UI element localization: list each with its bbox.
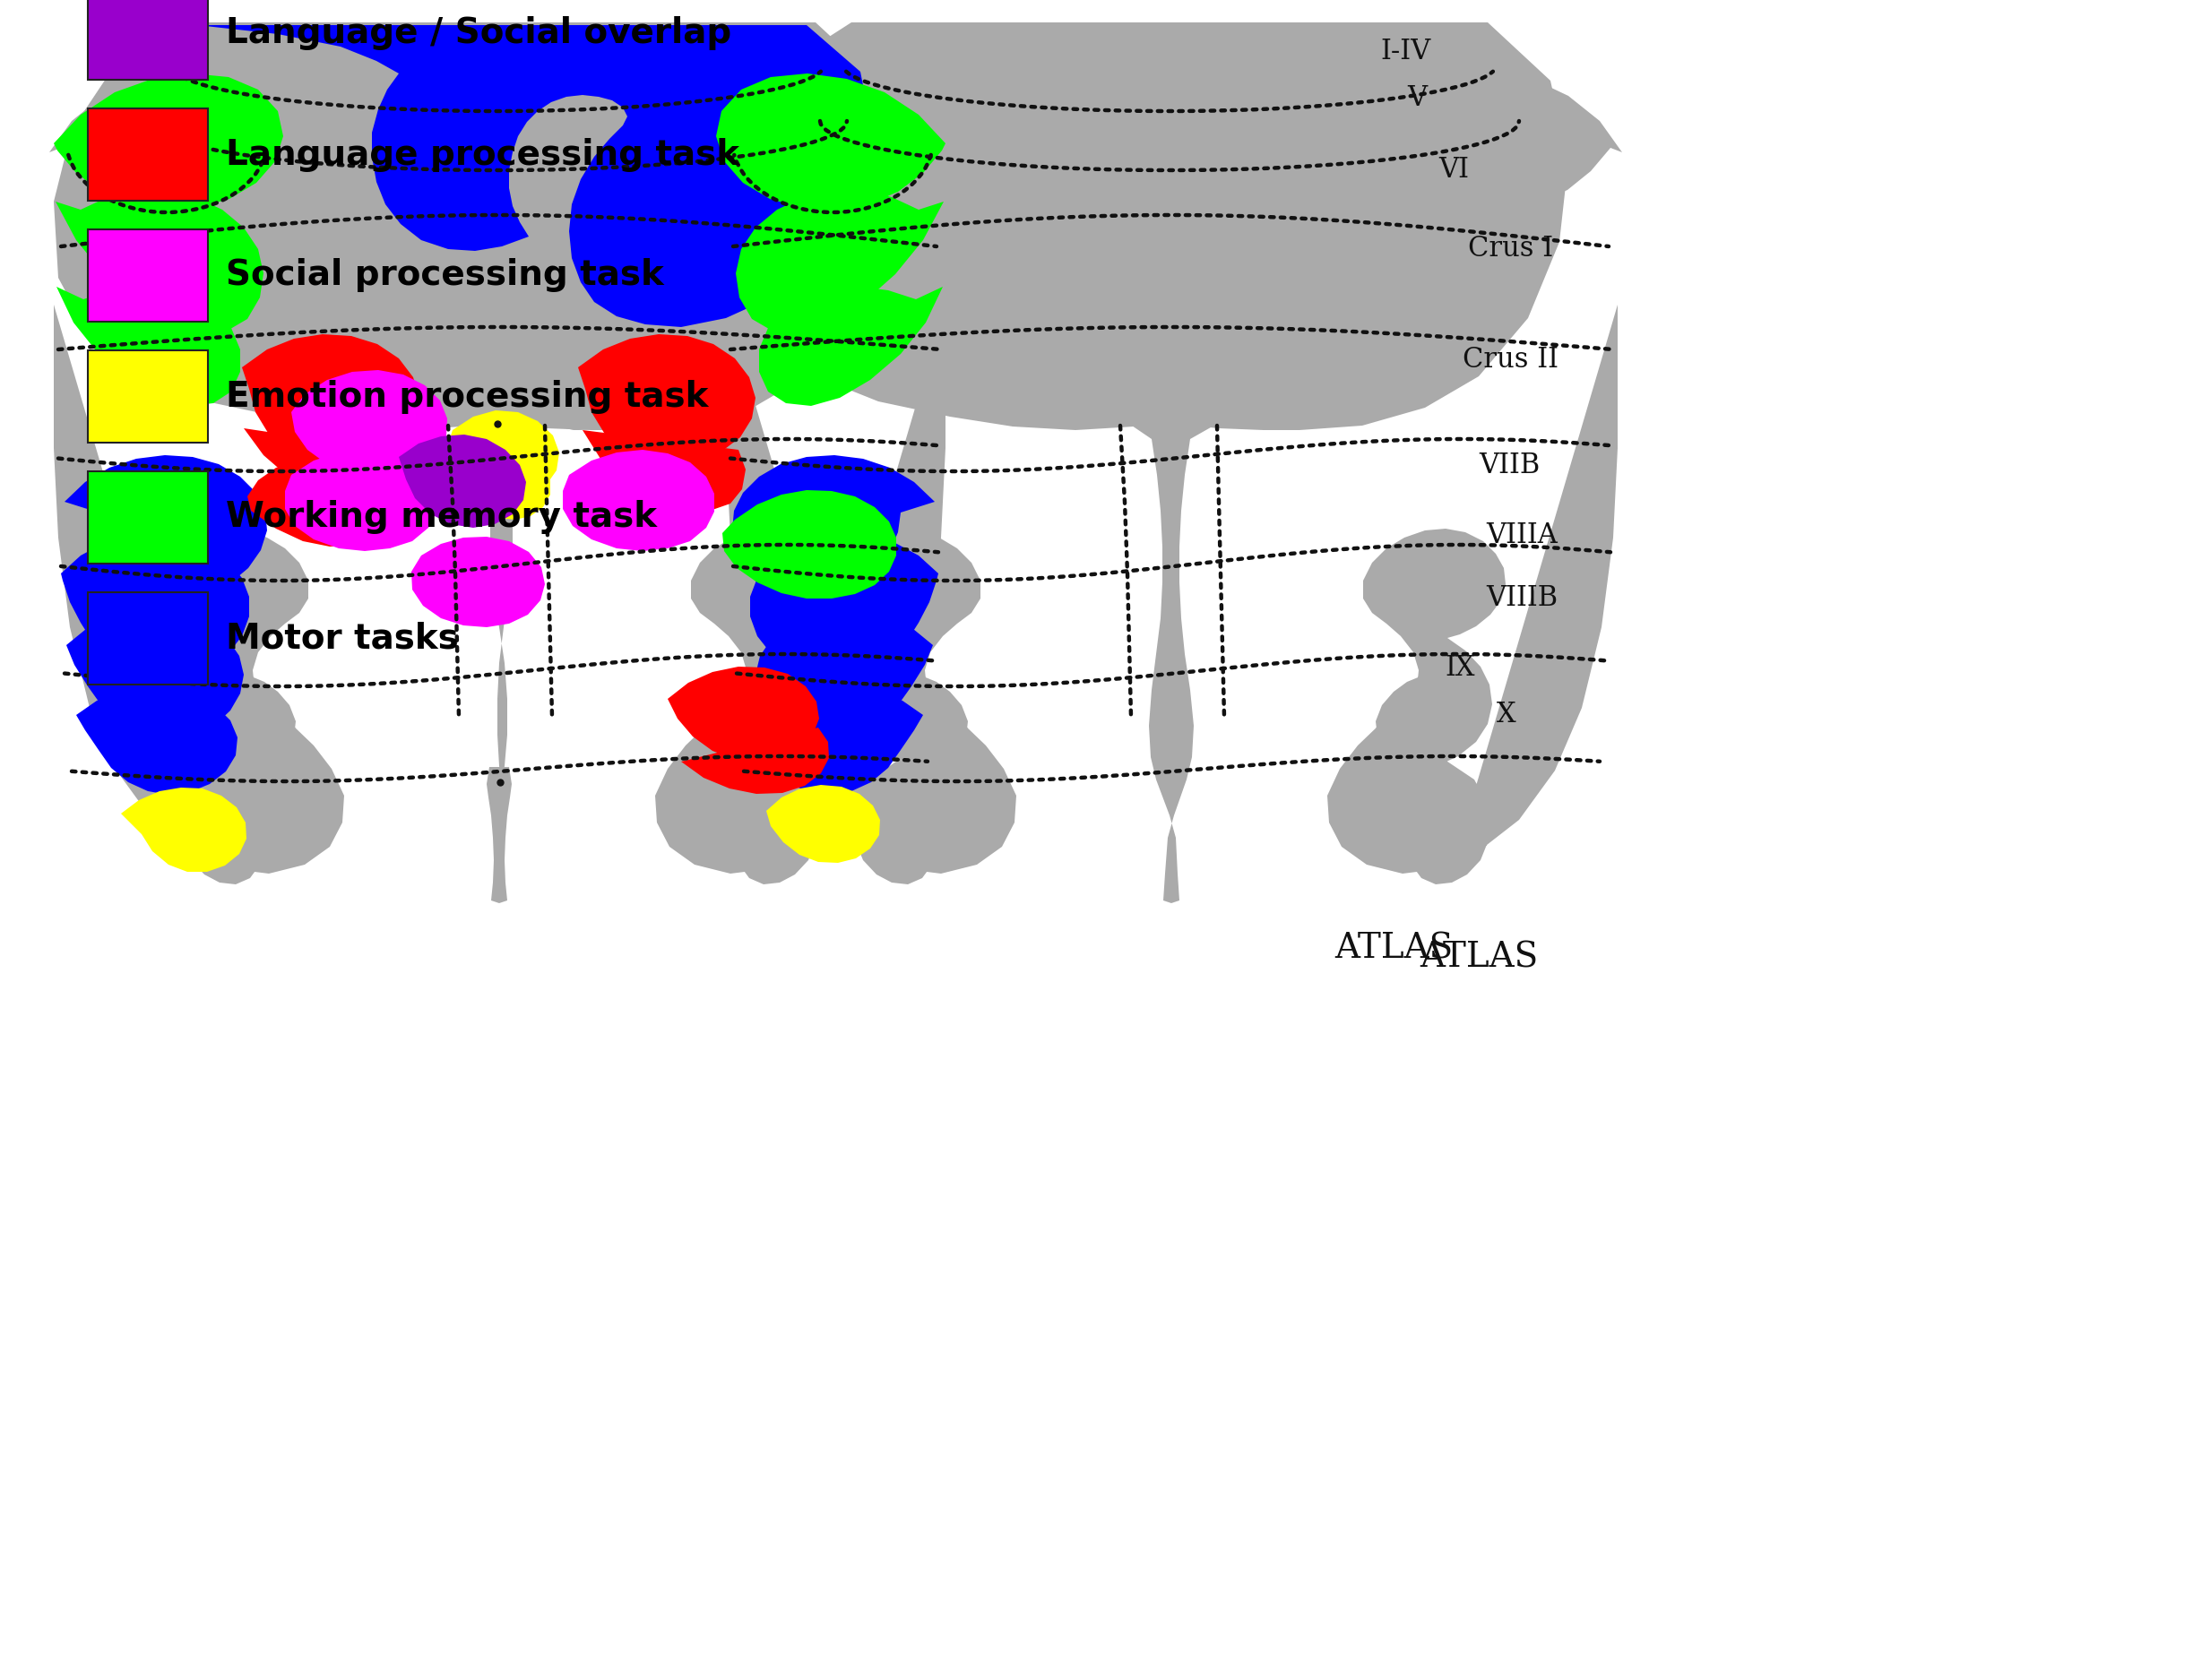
Polygon shape <box>66 610 243 739</box>
Text: VI: VI <box>1439 156 1469 185</box>
Text: Crus II: Crus II <box>1463 346 1559 375</box>
Polygon shape <box>55 22 897 430</box>
Polygon shape <box>77 687 237 795</box>
Polygon shape <box>765 785 879 864</box>
Polygon shape <box>57 287 241 407</box>
Text: Motor tasks: Motor tasks <box>226 622 458 655</box>
Polygon shape <box>180 25 873 328</box>
Polygon shape <box>248 459 395 546</box>
Polygon shape <box>64 455 268 598</box>
Polygon shape <box>726 22 1568 430</box>
Polygon shape <box>88 108 208 200</box>
Polygon shape <box>564 450 715 551</box>
Polygon shape <box>1399 72 1623 208</box>
Polygon shape <box>1129 423 1217 904</box>
Text: Crus I: Crus I <box>1467 235 1553 264</box>
Polygon shape <box>750 534 939 679</box>
Polygon shape <box>285 450 436 551</box>
Polygon shape <box>487 768 511 904</box>
Polygon shape <box>445 410 559 501</box>
Polygon shape <box>88 228 208 323</box>
Polygon shape <box>55 74 283 210</box>
Polygon shape <box>121 788 246 872</box>
Polygon shape <box>456 423 592 815</box>
Text: V: V <box>1408 84 1428 113</box>
Polygon shape <box>489 25 529 60</box>
Text: Social processing task: Social processing task <box>226 259 664 292</box>
Polygon shape <box>717 74 945 210</box>
Text: I-IV: I-IV <box>1379 39 1430 66</box>
Text: Emotion processing task: Emotion processing task <box>226 380 708 413</box>
Polygon shape <box>55 304 344 884</box>
Polygon shape <box>726 304 1015 884</box>
Text: X: X <box>1496 701 1515 729</box>
Polygon shape <box>721 491 897 598</box>
Text: Language processing task: Language processing task <box>226 138 739 171</box>
Polygon shape <box>759 287 943 407</box>
Polygon shape <box>88 470 208 564</box>
Polygon shape <box>757 610 932 739</box>
Polygon shape <box>88 0 208 79</box>
Polygon shape <box>1327 304 1618 884</box>
Polygon shape <box>55 190 263 333</box>
Polygon shape <box>721 72 945 208</box>
Polygon shape <box>583 430 746 511</box>
Polygon shape <box>292 370 447 477</box>
Polygon shape <box>737 190 943 333</box>
Text: IX: IX <box>1445 654 1474 682</box>
Polygon shape <box>412 536 544 627</box>
Text: Working memory task: Working memory task <box>226 501 658 534</box>
Polygon shape <box>732 455 934 598</box>
Text: Language / Social overlap: Language / Social overlap <box>226 17 732 50</box>
Polygon shape <box>682 727 829 795</box>
Polygon shape <box>656 304 945 884</box>
Text: VIIIA: VIIIA <box>1487 522 1557 549</box>
Polygon shape <box>461 465 550 519</box>
Polygon shape <box>726 72 950 208</box>
Polygon shape <box>761 687 923 795</box>
Polygon shape <box>667 667 820 761</box>
Polygon shape <box>88 591 208 685</box>
Polygon shape <box>579 334 757 464</box>
Text: VIIB: VIIB <box>1478 452 1539 480</box>
Polygon shape <box>48 72 274 208</box>
Polygon shape <box>243 428 425 511</box>
Polygon shape <box>399 435 526 528</box>
Text: VIIIB: VIIIB <box>1487 585 1557 613</box>
Polygon shape <box>88 349 208 442</box>
Polygon shape <box>241 334 419 464</box>
Text: ATLAS: ATLAS <box>1419 941 1537 974</box>
Text: ATLAS: ATLAS <box>1333 932 1452 964</box>
Polygon shape <box>61 534 250 679</box>
